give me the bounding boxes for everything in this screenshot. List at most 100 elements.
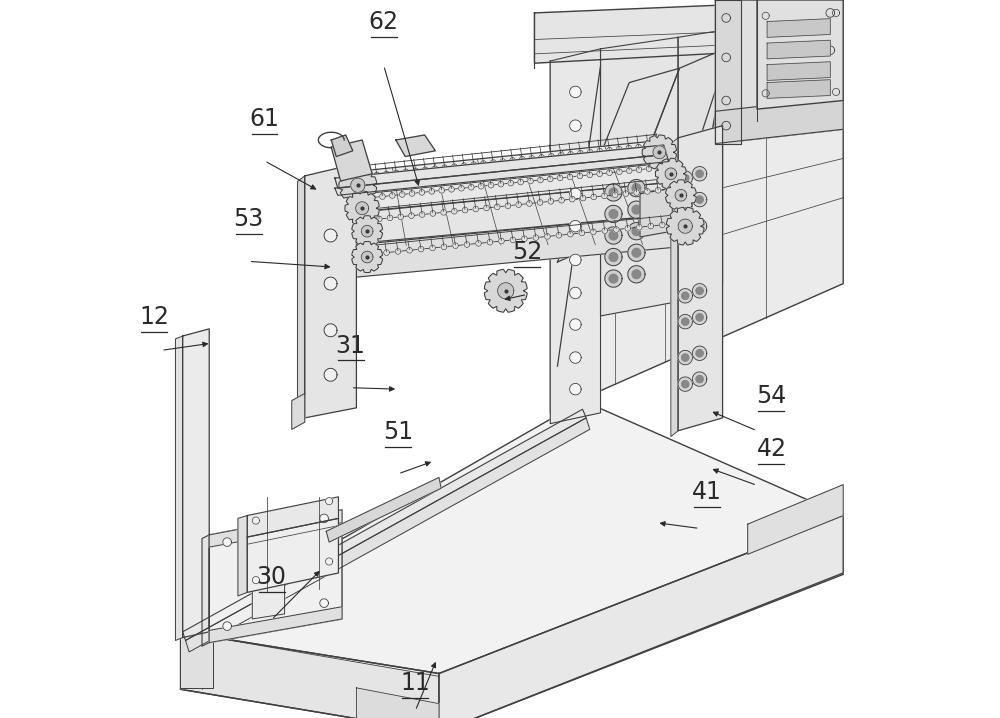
Polygon shape: [568, 151, 574, 157]
Polygon shape: [628, 266, 645, 283]
Text: 11: 11: [400, 671, 430, 695]
Polygon shape: [209, 510, 342, 547]
Polygon shape: [452, 164, 457, 169]
Polygon shape: [430, 210, 436, 216]
Polygon shape: [692, 219, 707, 233]
Polygon shape: [384, 250, 389, 256]
Text: 42: 42: [756, 437, 786, 461]
Polygon shape: [395, 248, 401, 254]
Polygon shape: [360, 196, 366, 202]
Text: 52: 52: [512, 241, 542, 264]
Polygon shape: [537, 200, 543, 205]
Polygon shape: [671, 221, 677, 227]
Polygon shape: [682, 174, 689, 182]
Polygon shape: [409, 190, 415, 196]
Polygon shape: [356, 202, 369, 215]
Polygon shape: [223, 622, 231, 630]
Polygon shape: [696, 287, 703, 294]
Polygon shape: [628, 180, 645, 197]
Polygon shape: [528, 178, 533, 184]
Polygon shape: [570, 188, 581, 200]
Polygon shape: [252, 517, 259, 524]
Polygon shape: [393, 170, 399, 176]
Polygon shape: [666, 208, 704, 245]
Polygon shape: [570, 319, 581, 330]
Polygon shape: [484, 205, 489, 211]
Polygon shape: [570, 154, 581, 165]
Polygon shape: [682, 318, 689, 325]
Polygon shape: [320, 514, 328, 523]
Polygon shape: [209, 510, 342, 643]
Polygon shape: [577, 173, 583, 179]
Polygon shape: [324, 368, 337, 381]
Polygon shape: [678, 171, 692, 185]
Polygon shape: [567, 174, 573, 180]
Polygon shape: [209, 607, 342, 643]
Polygon shape: [326, 477, 441, 542]
Polygon shape: [659, 222, 665, 228]
Polygon shape: [569, 196, 575, 202]
Polygon shape: [605, 205, 622, 223]
Polygon shape: [675, 190, 687, 201]
Polygon shape: [665, 168, 677, 180]
Polygon shape: [696, 350, 703, 357]
Polygon shape: [516, 202, 522, 208]
Polygon shape: [626, 145, 632, 151]
Polygon shape: [696, 196, 703, 203]
Polygon shape: [767, 40, 830, 59]
Polygon shape: [461, 163, 467, 169]
Polygon shape: [682, 381, 689, 388]
Polygon shape: [692, 346, 707, 360]
Polygon shape: [757, 0, 843, 109]
Polygon shape: [696, 376, 703, 383]
Polygon shape: [715, 0, 741, 144]
Polygon shape: [419, 190, 425, 195]
Polygon shape: [591, 229, 596, 235]
Polygon shape: [692, 310, 707, 325]
Polygon shape: [352, 215, 383, 247]
Polygon shape: [419, 212, 425, 218]
Polygon shape: [361, 251, 373, 263]
Polygon shape: [646, 166, 652, 172]
Polygon shape: [640, 188, 672, 237]
Polygon shape: [547, 176, 553, 182]
Polygon shape: [432, 166, 438, 172]
Polygon shape: [570, 220, 581, 232]
Polygon shape: [423, 167, 428, 172]
Polygon shape: [498, 181, 504, 187]
Polygon shape: [623, 191, 629, 197]
Polygon shape: [522, 236, 527, 241]
Polygon shape: [692, 284, 707, 298]
Polygon shape: [326, 498, 333, 505]
Polygon shape: [430, 245, 435, 251]
Polygon shape: [409, 213, 414, 218]
Polygon shape: [333, 181, 700, 246]
Polygon shape: [202, 535, 209, 646]
Polygon shape: [570, 383, 581, 395]
Polygon shape: [510, 237, 516, 243]
Polygon shape: [682, 201, 689, 208]
Polygon shape: [605, 227, 622, 244]
Polygon shape: [767, 62, 830, 80]
Polygon shape: [488, 182, 494, 188]
Polygon shape: [252, 517, 285, 619]
Polygon shape: [607, 170, 612, 176]
Polygon shape: [510, 158, 515, 164]
Polygon shape: [324, 277, 337, 290]
Polygon shape: [389, 192, 395, 198]
Polygon shape: [570, 120, 581, 131]
Polygon shape: [180, 625, 213, 688]
Polygon shape: [533, 235, 539, 241]
Polygon shape: [682, 220, 688, 225]
Polygon shape: [570, 254, 581, 266]
Polygon shape: [625, 225, 631, 231]
Polygon shape: [715, 97, 843, 144]
Polygon shape: [331, 135, 353, 157]
Polygon shape: [715, 0, 843, 144]
Text: 31: 31: [336, 334, 366, 358]
Polygon shape: [678, 377, 692, 391]
Polygon shape: [384, 171, 389, 177]
Polygon shape: [605, 270, 622, 287]
Polygon shape: [487, 239, 493, 245]
Polygon shape: [692, 167, 707, 181]
